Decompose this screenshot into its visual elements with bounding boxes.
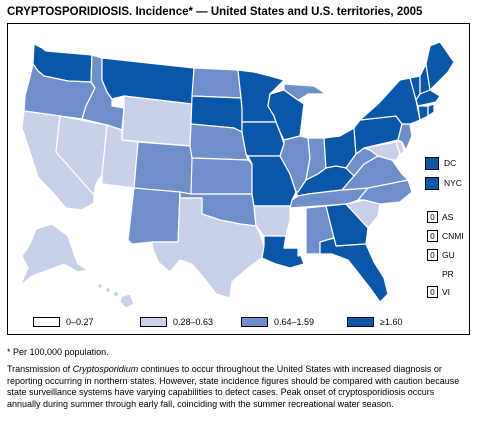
territory-cnmi-label: CNMI xyxy=(442,231,464,241)
description-italic: Cryptosporidium xyxy=(72,364,139,374)
legend-swatch xyxy=(140,317,167,327)
state-ak xyxy=(19,223,89,287)
state-hi xyxy=(97,283,135,309)
state-co xyxy=(133,141,195,195)
nyc-label: NYC xyxy=(444,178,462,188)
footnote: * Per 100,000 population. xyxy=(7,347,109,357)
us-choropleth-map xyxy=(19,41,455,309)
legend-item-class0: 0–0.27 xyxy=(33,316,94,328)
figure-title: CRYPTOSPORIDIOSIS. Incidence* — United S… xyxy=(7,6,423,18)
state-sc xyxy=(345,199,381,229)
state-tx xyxy=(151,191,265,299)
state-mi xyxy=(283,83,327,101)
territory-gu-label: GU xyxy=(442,250,455,260)
legend-item-class3: ≥1.60 xyxy=(347,316,402,328)
legend-swatch xyxy=(33,317,60,327)
state-ne xyxy=(189,123,249,161)
territory-cnmi-box: 0 xyxy=(427,230,438,242)
description-text: Transmission of Cryptosporidium continue… xyxy=(7,364,469,410)
description-part1: Transmission of xyxy=(7,364,73,374)
legend-label: 0–0.27 xyxy=(66,317,94,327)
legend-swatch xyxy=(347,317,374,327)
territory-vi-label: VI xyxy=(442,287,451,297)
legend-swatch xyxy=(241,317,268,327)
legend-item-class1: 0.28–0.63 xyxy=(140,316,213,328)
legend-label: 0.28–0.63 xyxy=(173,317,214,327)
state-ar xyxy=(253,205,293,237)
territory-as-box: 0 xyxy=(427,211,438,223)
state-nd xyxy=(191,67,242,99)
state-wy xyxy=(121,95,193,147)
state-ny xyxy=(359,77,421,125)
map-frame xyxy=(7,23,470,335)
territory-as-label: AS xyxy=(442,212,454,222)
legend-label: ≥1.60 xyxy=(380,317,403,327)
state-de xyxy=(395,141,405,155)
nyc-box xyxy=(425,177,439,190)
state-nm xyxy=(127,187,181,245)
state-me xyxy=(425,41,455,91)
dc-label: DC xyxy=(444,158,457,168)
territory-gu-box: 0 xyxy=(427,249,438,261)
dc-box xyxy=(425,157,439,170)
state-ri xyxy=(427,103,435,117)
territory-pr-label: PR xyxy=(442,269,454,279)
state-mt xyxy=(101,57,195,105)
state-fl xyxy=(309,237,389,303)
legend-item-class2: 0.64–1.59 xyxy=(241,316,314,328)
territory-vi-box: 0 xyxy=(427,286,438,298)
state-ks xyxy=(190,157,253,195)
legend-label: 0.64–1.59 xyxy=(274,317,315,327)
state-ct xyxy=(417,105,429,121)
description-part2: continues to occur throughout the United… xyxy=(7,364,460,409)
